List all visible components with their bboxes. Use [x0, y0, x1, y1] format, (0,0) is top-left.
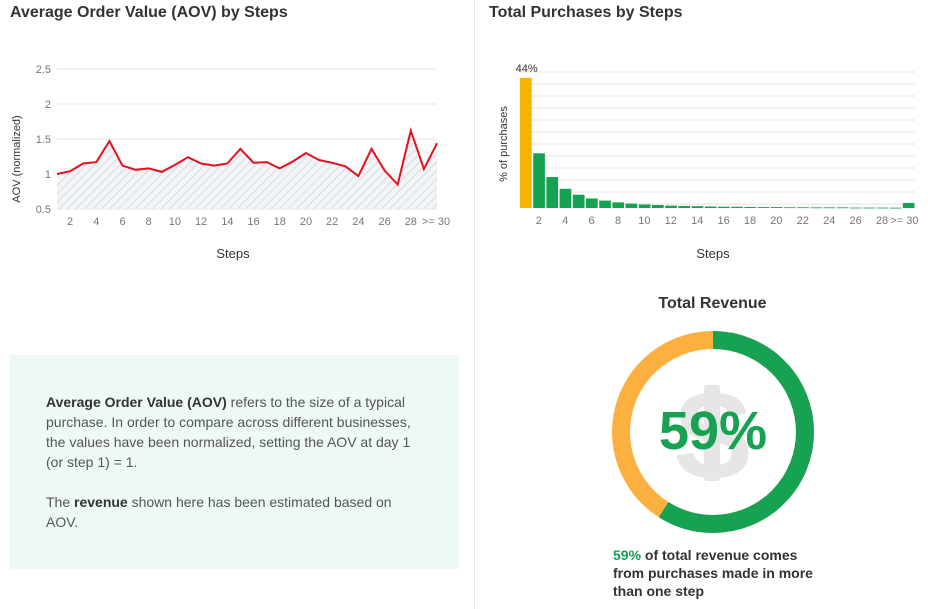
- aov-y-tick-label: 1.5: [36, 134, 51, 146]
- revenue-donut-chart: S: [612, 331, 814, 533]
- aov-x-tick-label: 14: [221, 216, 233, 228]
- aov-x-tick-label: 4: [93, 216, 99, 228]
- purchases-chart-title: Total Purchases by Steps: [489, 4, 683, 21]
- bar-y-axis-label: % of purchases: [498, 106, 510, 182]
- aov-x-axis-label: Steps: [216, 246, 250, 261]
- bar-x-tick-label: 20: [770, 215, 782, 227]
- aov-y-tick-label: 0.5: [36, 204, 51, 216]
- purchase-bar: [704, 206, 717, 208]
- bar-x-tick-label: 16: [717, 215, 729, 227]
- aov-y-tick-label: 2.5: [36, 64, 51, 76]
- aov-x-tick-label: >= 30: [422, 216, 450, 228]
- purchase-bar: [876, 207, 889, 209]
- bar-x-tick-label: 18: [744, 215, 756, 227]
- revenue-title: Total Revenue: [658, 295, 767, 312]
- aov-x-tick-label: 12: [195, 216, 207, 228]
- aov-x-tick-label: 8: [146, 216, 152, 228]
- purchase-bar: [797, 207, 809, 209]
- aov-info-text: Average Order Value (AOV) refers to the …: [46, 392, 426, 552]
- bar-x-tick-label: >= 30: [890, 215, 918, 227]
- purchase-bar: [559, 188, 572, 208]
- bar-x-tick-label: 12: [665, 215, 677, 227]
- purchase-bar: [599, 200, 611, 208]
- aov-line-chart: 0.511.522.52 4 6 8 10 12 14 16 18 20 22 24 26 28 >= 30…: [11, 64, 450, 261]
- purchase-bar: [612, 202, 625, 208]
- purchase-bar: [731, 206, 743, 208]
- bar-x-tick-label: 4: [562, 215, 568, 227]
- purchase-bar: [665, 205, 677, 208]
- revenue-caption-text: of total revenue comes from purchases ma…: [613, 547, 813, 599]
- revenue-percent: 59%: [658, 401, 768, 461]
- aov-line: [56, 127, 438, 187]
- bar-x-axis-label: Steps: [696, 246, 730, 261]
- donut-arc-multi-step: [612, 331, 814, 533]
- purchase-bar: [784, 207, 796, 209]
- revenue-caption-percent: 59%: [613, 547, 642, 563]
- purchase-bar: [823, 207, 836, 209]
- purchase-bar: [586, 198, 598, 208]
- aov-definition: refers to the size of a typical purchase…: [46, 394, 411, 470]
- purchase-bar-data-label: 44%: [516, 63, 538, 75]
- purchase-bar: [678, 205, 691, 208]
- aov-term: Average Order Value (AOV): [46, 394, 227, 410]
- purchase-bar: [836, 207, 849, 209]
- bar-x-tick-label: 8: [615, 215, 621, 227]
- dollar-icon: S: [673, 369, 753, 503]
- purchase-bar: [572, 194, 585, 208]
- bar-x-tick-label: 10: [638, 215, 650, 227]
- aov-x-tick-label: 16: [247, 216, 259, 228]
- purchase-bar: [691, 206, 704, 208]
- purchase-bar: [902, 203, 915, 208]
- purchase-bar: [625, 203, 638, 208]
- aov-x-tick-label: 26: [378, 216, 390, 228]
- purchase-bar: [718, 206, 730, 208]
- revenue-note: shown here has been estimated based on A…: [46, 494, 392, 530]
- aov-chart-title: Average Order Value (AOV) by Steps: [10, 4, 288, 21]
- purchase-bar: [744, 207, 757, 208]
- bar-x-tick-label: 2: [536, 215, 542, 227]
- aov-info-paragraph-1: Average Order Value (AOV) refers to the …: [46, 392, 426, 472]
- aov-x-tick-label: 20: [300, 216, 312, 228]
- bar-x-tick-label: 28: [876, 215, 888, 227]
- panel-divider: [474, 0, 475, 609]
- purchase-bar: [889, 207, 902, 209]
- aov-x-tick-label: 24: [352, 216, 364, 228]
- aov-x-tick-label: 6: [119, 216, 125, 228]
- purchase-bar: [810, 207, 823, 209]
- aov-x-tick-label: 2: [67, 216, 73, 228]
- aov-x-tick-label: 18: [274, 216, 286, 228]
- purchase-bar: [533, 153, 545, 208]
- purchase-bar: [770, 207, 783, 208]
- aov-y-tick-label: 1: [45, 169, 51, 181]
- bar-x-tick-label: 6: [589, 215, 595, 227]
- revenue-caption: 59% of total revenue comes from purchase…: [613, 546, 823, 600]
- bar-x-tick-label: 22: [797, 215, 809, 227]
- aov-info-box: Average Order Value (AOV) refers to the …: [10, 355, 459, 569]
- aov-x-tick-label: 22: [326, 216, 338, 228]
- aov-y-tick-label: 2: [45, 99, 51, 111]
- svg-text:S: S: [673, 369, 753, 503]
- aov-y-axis-label: AOV (normalized): [11, 115, 23, 202]
- purchase-bar: [850, 207, 862, 209]
- revenue-term: revenue: [74, 494, 128, 510]
- purchase-bar: [520, 77, 532, 209]
- purchase-bar: [863, 207, 875, 209]
- purchase-bar: [757, 207, 770, 208]
- aov-x-tick-label: 28: [405, 216, 417, 228]
- bar-x-tick-label: 24: [823, 215, 835, 227]
- purchase-bar: [638, 204, 651, 208]
- purchase-bar: [652, 205, 664, 208]
- bar-x-tick-label: 26: [849, 215, 861, 227]
- bar-x-tick-label: 14: [691, 215, 703, 227]
- aov-x-tick-label: 10: [169, 216, 181, 228]
- aov-area: [57, 130, 437, 209]
- revenue-note-prefix: The: [46, 494, 75, 510]
- aov-info-paragraph-2: The revenue shown here has been estimate…: [46, 492, 426, 532]
- purchase-bar: [546, 177, 559, 208]
